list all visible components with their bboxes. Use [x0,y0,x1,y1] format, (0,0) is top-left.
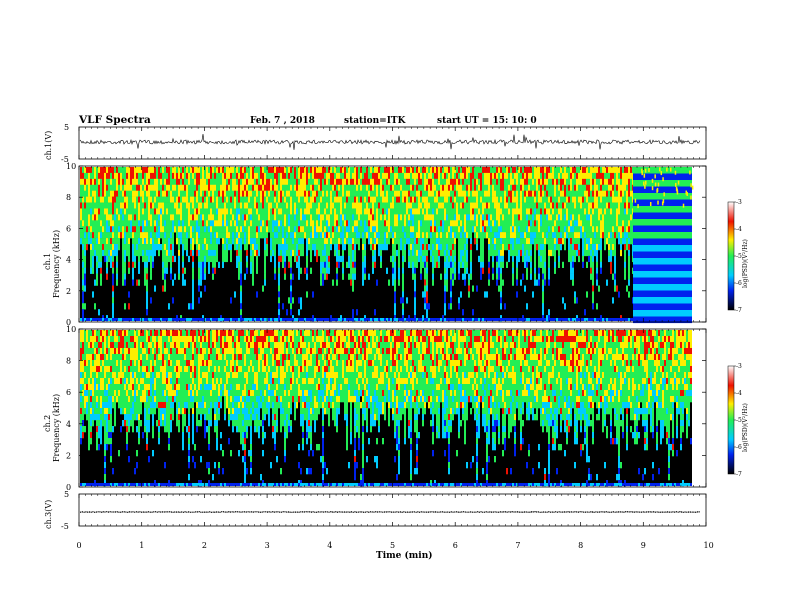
ch2-colorbar-tick--4: -4 [736,390,742,397]
xtick-label-1: 1 [139,541,144,550]
ch2-ytick-0: 0 [66,483,71,492]
chart-title: VLF Spectra [78,114,151,126]
start-time-label: start UT = 15: 10: 0 [437,116,537,126]
xtick-label-6: 6 [453,541,458,550]
ch1-waveform-panel: 5 -5 ch.1(V) [44,123,707,164]
ch1-freq-label: Frequency (kHz) [52,230,61,298]
ch3-ylabel: ch.3(V) [44,500,53,529]
ch3-waveform-panel: 5 -5 ch.3(V) [44,490,707,531]
ch1-colorbar-label: log(PSD)(V²/Hz) [742,239,749,288]
ch1-spectrogram-image [80,167,694,324]
ch2-spectrogram-image [80,330,692,487]
ch1-colorbar-tick--5: -5 [736,253,742,260]
ch2-spectrogram-panel: ch.2 Frequency (kHz) 0 2 4 6 8 10 [43,325,707,492]
station-label: station=ITK [344,116,407,126]
ch3-ytick-neg5: -5 [61,522,69,531]
ch1-colorbar-tick--6: -6 [736,280,742,287]
ch2-colorbar-tick--3: -3 [736,363,742,370]
ch1-colorbar: -3 -4 -5 -6 -7 log(PSD)(V²/Hz) [727,199,749,314]
ch1-ytick-4: 4 [66,256,71,265]
ch1-colorbar-tick--4: -4 [736,226,742,233]
xaxis-label: Time (min) [376,550,433,561]
ch2-ytick-4: 4 [66,420,71,429]
xtick-label-5: 5 [390,541,395,550]
ch3-waveform-line [79,511,701,513]
ch2-ytick-6: 6 [66,388,71,397]
xtick-label-2: 2 [202,541,207,550]
xtick-label-3: 3 [265,541,270,550]
ch2-channel-label: ch.2 [43,415,52,432]
ch1-ytick-5: 5 [64,123,69,132]
ch2-colorbar: -3 -4 -5 -6 -7 log(PSD)(V²/Hz) [727,363,749,478]
ch1-channel-label: ch.1 [43,253,52,270]
ch2-ytick-2: 2 [66,451,71,460]
ch2-ytick-8: 8 [66,357,71,366]
ch3-waveform-frame [78,493,707,527]
xtick-label-4: 4 [327,541,332,550]
ch1-ytick-2: 2 [66,287,71,296]
date-label: Feb. 7 , 2018 [250,116,315,126]
ch1-spectrogram-panel: ch.1 Frequency (kHz) 0 2 4 6 8 10 [43,162,707,327]
xtick-label-7: 7 [515,541,520,550]
ch2-colorbar-tick--7: -7 [736,471,742,478]
ch1-ytick-10: 10 [66,162,76,171]
ch2-colorbar-label: log(PSD)(V²/Hz) [742,403,749,452]
ch2-freq-label: Frequency (kHz) [52,394,61,462]
xtick-label-8: 8 [578,541,583,550]
ch1-colorbar-tick--7: -7 [736,307,742,314]
ch1-colorbar-tick--3: -3 [736,199,742,206]
ch1-waveform-line [79,134,701,150]
ch1-ytick-8: 8 [66,193,71,202]
ch3-ytick-5: 5 [64,490,69,499]
ch1-ytick-0: 0 [66,318,71,327]
ch1-ytick-neg5: -5 [61,155,69,164]
ch1-ytick-6: 6 [66,224,71,233]
ch2-ytick-10: 10 [66,325,76,334]
ch2-colorbar-gradient [727,365,735,475]
ch2-colorbar-tick--5: -5 [736,417,742,424]
ch1-waveform-frame [78,126,707,160]
ch1-ylabel: ch.1(V) [44,131,53,160]
ch2-colorbar-tick--6: -6 [736,444,742,451]
ch1-colorbar-gradient [727,201,735,311]
xtick-label-9: 9 [641,541,646,550]
xtick-label-10: 10 [704,541,714,550]
xtick-label-0: 0 [77,541,82,550]
